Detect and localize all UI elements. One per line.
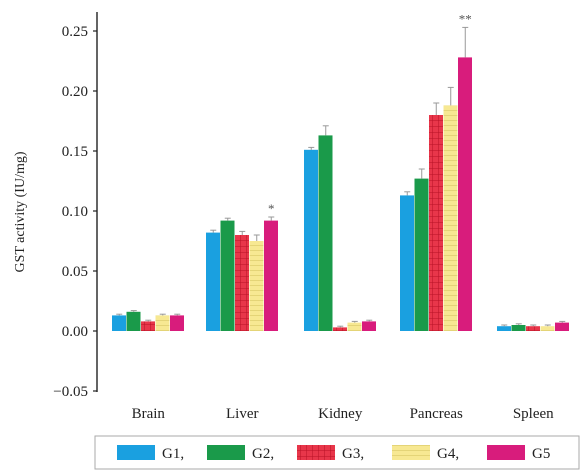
bar-pancreas-g3 [429,115,443,331]
y-axis-title: GST activity (IU/mg) [13,151,28,272]
bar-pancreas-g2 [414,178,429,331]
bar-liver-g2 [220,220,235,331]
legend-frame [94,435,580,470]
legend-swatch [117,445,155,460]
bar-spleen-g3 [526,326,540,331]
legend-swatch [392,445,430,460]
bar-spleen-g2 [511,325,526,331]
significance-annotations: *** [268,11,472,216]
bar-brain-g3 [141,321,155,331]
y-tick-label: 0.15 [62,144,88,160]
bar-pancreas-g5 [458,57,472,332]
category-label: Brain [132,406,166,422]
legend: G1, G2, G3, G4, G5 [94,435,580,470]
category-label: Spleen [513,406,554,422]
legend-swatch [297,445,335,460]
legend-label: G2, [252,446,274,462]
bar-kidney-g4 [347,322,362,331]
y-tick-label: 0.25 [62,24,88,40]
y-tick-label: 0.05 [62,264,88,280]
bar-brain-g2 [126,311,141,331]
legend-label: G1, [162,446,184,462]
y-tick-label: 0.10 [62,204,88,220]
bar-spleen-g5 [555,322,569,331]
bar-liver-g1 [206,232,220,331]
legend-label: G3, [342,446,364,462]
bar-liver-g3 [235,235,249,331]
legend-label: G5 [532,446,550,462]
legend-label: G4, [437,446,459,462]
bar-brain-g4 [155,315,170,331]
legend-swatch [207,445,245,460]
bars [112,57,569,332]
bar-brain-g1 [112,315,126,331]
bar-kidney-g2 [318,135,333,331]
significance-marker: ** [459,11,472,26]
category-label: Pancreas [410,406,463,422]
y-ticks: 0.25 0.20 0.15 0.10 0.05 0.00 −0.05 [53,24,97,400]
category-labels: Brain Liver Kidney Pancreas Spleen [132,406,555,422]
bar-kidney-g5 [362,321,376,331]
y-tick-label: −0.05 [53,384,88,400]
y-tick-label: 0.20 [62,84,88,100]
bar-spleen-g4 [540,326,555,331]
category-label: Kidney [318,406,363,422]
bar-liver-g5 [264,220,278,331]
bar-pancreas-g4 [443,105,458,332]
significance-marker: * [268,201,275,216]
error-bars [116,26,566,328]
y-tick-label: 0.00 [62,324,88,340]
bar-pancreas-g1 [400,195,414,331]
bar-liver-g4 [249,241,264,331]
bar-kidney-g3 [333,327,347,331]
bar-kidney-g1 [304,149,318,331]
bar-brain-g5 [170,315,184,331]
legend-swatch [487,445,525,460]
bar-spleen-g1 [497,326,511,331]
category-label: Liver [226,406,258,422]
